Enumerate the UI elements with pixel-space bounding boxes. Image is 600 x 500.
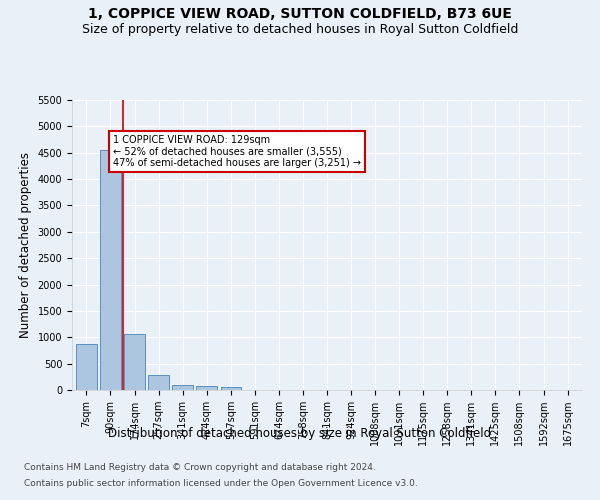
Bar (76, 344, 97, 390)
Bar (148, 374, 169, 390)
Text: Contains HM Land Registry data © Crown copyright and database right 2024.: Contains HM Land Registry data © Crown c… (24, 464, 376, 472)
Bar (221, 387, 241, 390)
Bar (196, 386, 217, 390)
Bar (100, 150, 121, 390)
Bar (124, 334, 145, 390)
Y-axis label: Number of detached properties: Number of detached properties (19, 152, 32, 338)
Text: 1, COPPICE VIEW ROAD, SUTTON COLDFIELD, B73 6UE: 1, COPPICE VIEW ROAD, SUTTON COLDFIELD, … (88, 8, 512, 22)
Bar (172, 386, 193, 390)
Text: 1 COPPICE VIEW ROAD: 129sqm
← 52% of detached houses are smaller (3,555)
47% of : 1 COPPICE VIEW ROAD: 129sqm ← 52% of det… (113, 135, 361, 168)
Text: Size of property relative to detached houses in Royal Sutton Coldfield: Size of property relative to detached ho… (82, 22, 518, 36)
Text: Contains public sector information licensed under the Open Government Licence v3: Contains public sector information licen… (24, 478, 418, 488)
Text: Distribution of detached houses by size in Royal Sutton Coldfield: Distribution of detached houses by size … (109, 428, 491, 440)
